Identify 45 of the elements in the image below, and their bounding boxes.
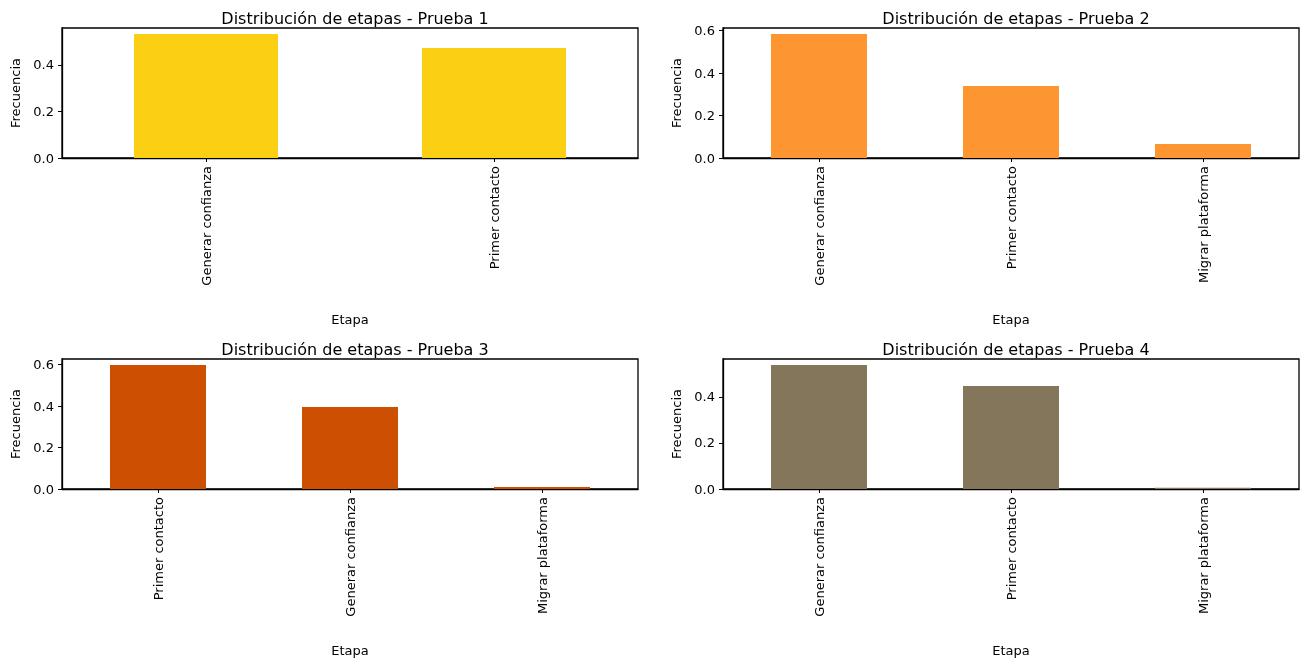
y-tick-label: 0.0 <box>694 150 715 166</box>
x-tick-label: Generar confianza <box>198 166 214 286</box>
x-tick-label: Generar confianza <box>811 497 827 617</box>
x-tick-label: Primer contacto <box>1003 496 1019 601</box>
y-axis-title: Frecuencia <box>669 389 685 459</box>
y-tick-label: 0.2 <box>33 440 54 456</box>
bar <box>963 85 1059 158</box>
x-axis-title: Etapa <box>331 312 369 327</box>
y-tick-label: 0.4 <box>694 389 715 405</box>
y-tick-label: 0.4 <box>33 57 54 73</box>
y-tick-label: 0.6 <box>694 23 715 39</box>
bar <box>771 364 867 489</box>
y-tick-label: 0.0 <box>33 150 54 166</box>
bar <box>771 33 867 158</box>
x-axis-title: Etapa <box>331 643 369 658</box>
bar <box>963 385 1059 489</box>
y-tick-label: 0.2 <box>694 435 715 451</box>
x-tick-label: Primer contacto <box>1003 165 1019 270</box>
chart-title: Distribución de etapas - Prueba 4 <box>882 339 1150 359</box>
chart-title: Distribución de etapas - Prueba 1 <box>221 8 489 28</box>
chart-title: Distribución de etapas - Prueba 3 <box>221 339 489 359</box>
y-tick-label: 0.6 <box>33 357 54 373</box>
x-tick-label: Migrar plataforma <box>1195 166 1211 284</box>
bar <box>494 486 590 489</box>
bar <box>302 407 398 489</box>
x-axis-title: Etapa <box>992 643 1030 658</box>
y-tick-label: 0.4 <box>33 398 54 414</box>
x-tick-label: Migrar plataforma <box>534 497 550 615</box>
bar <box>1155 143 1251 158</box>
y-tick-label: 0.0 <box>33 481 54 497</box>
y-tick-label: 0.2 <box>33 103 54 119</box>
y-tick-label: 0.4 <box>694 65 715 81</box>
y-axis-title: Frecuencia <box>8 58 24 128</box>
y-axis-title: Frecuencia <box>669 58 685 128</box>
y-tick-label: 0.2 <box>694 108 715 124</box>
chart-title: Distribución de etapas - Prueba 2 <box>882 8 1150 28</box>
x-axis-title: Etapa <box>992 312 1030 327</box>
bar <box>110 365 206 489</box>
x-tick-label: Generar confianza <box>342 497 358 617</box>
y-tick-label: 0.0 <box>694 481 715 497</box>
x-tick-label: Generar confianza <box>811 166 827 286</box>
x-tick-label: Migrar plataforma <box>1195 497 1211 615</box>
x-tick-label: Primer contacto <box>486 165 502 270</box>
x-tick-label: Primer contacto <box>150 496 166 601</box>
y-axis-title: Frecuencia <box>8 389 24 459</box>
